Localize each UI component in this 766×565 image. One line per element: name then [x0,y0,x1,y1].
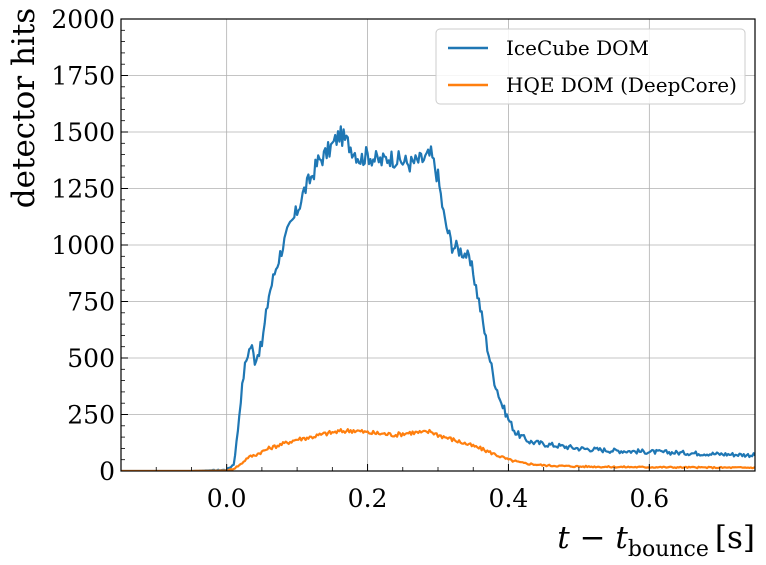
legend-box [435,28,746,105]
tick-labels: 0.0 0.2 0.4 0.6 0 250 500 750 1000 1250 1500 1750 20… [51,5,669,513]
series-layer [121,125,755,471]
x-axis-label-main: t − t [557,520,628,556]
legend-label: IceCube DOM [506,36,649,60]
ticks [120,18,756,472]
y-tick-label: 1250 [51,175,115,204]
y-tick-label: 0 [99,457,115,486]
legend-label: HQE DOM (DeepCore) [506,73,737,97]
legend: IceCube DOM HQE DOM (DeepCore) [435,28,746,105]
x-tick-label: 0.0 [207,484,247,513]
y-tick-label: 1750 [51,62,115,91]
x-axis-label-unit: [s] [715,520,755,556]
y-tick-label: 1500 [51,118,115,147]
y-tick-label: 1000 [51,231,115,260]
x-tick-label: 0.4 [489,484,529,513]
series-line-1 [121,125,755,471]
y-tick-label: 750 [67,288,115,317]
x-tick-label: 0.6 [629,484,669,513]
x-axis-label: t − tbounce [s] [557,520,755,562]
y-tick-label: 2000 [51,5,115,34]
y-tick-label: 500 [67,344,115,373]
y-axis-label: detector hits [6,8,42,208]
y-tick-label: 250 [67,401,115,430]
x-axis-label-subscript: bounce [628,537,709,562]
x-tick-label: 0.2 [348,484,388,513]
